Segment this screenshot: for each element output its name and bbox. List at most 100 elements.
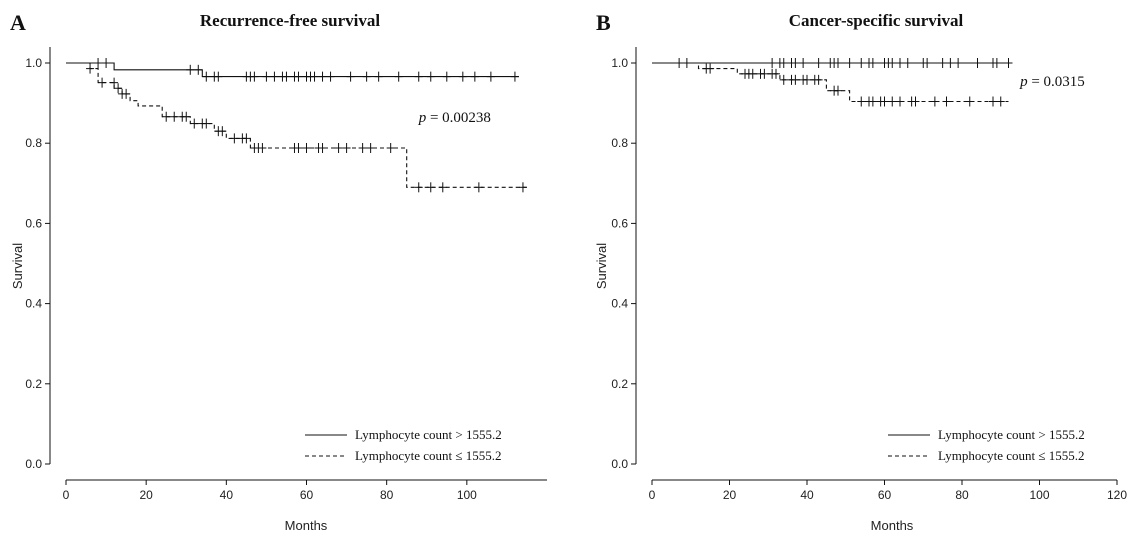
censor-mark-high-a — [318, 71, 327, 82]
censor-mark-low-a — [474, 182, 483, 193]
p-value-symbol-a: p — [418, 110, 427, 126]
censor-mark-low-b — [888, 96, 897, 107]
censor-mark-low-b — [996, 96, 1005, 107]
censor-mark-high-a — [362, 71, 371, 82]
censor-mark-low-a — [202, 118, 211, 129]
censor-mark-low-b — [834, 85, 842, 96]
censor-mark-high-a — [186, 64, 195, 75]
censor-mark-low-b — [779, 74, 788, 85]
censor-mark-high-a — [282, 71, 291, 82]
legend-label-low-b: Lymphocyte count ≤ 1555.2 — [938, 448, 1085, 463]
series-high-a — [66, 58, 519, 82]
censor-mark-high-b — [896, 58, 904, 68]
censor-mark-low-a — [438, 182, 447, 193]
y-tick-label-a: 1.0 — [25, 56, 42, 70]
censor-mark-high-b — [834, 58, 842, 68]
censor-mark-high-b — [973, 58, 982, 68]
censor-mark-high-a — [310, 71, 319, 82]
y-tick-label-b: 1.0 — [611, 56, 628, 70]
legend-a: Lymphocyte count > 1555.2 Lymphocyte cou… — [305, 427, 502, 463]
censor-mark-low-a — [426, 182, 435, 193]
censor-mark-high-b — [791, 58, 800, 68]
censor-mark-high-a — [374, 71, 383, 82]
censor-mark-high-a — [510, 71, 519, 82]
censor-mark-low-a — [414, 182, 423, 193]
censor-mark-low-a — [342, 143, 351, 154]
axes-b: 0.0 0.2 0.4 0.6 0.8 1.0 0 20 40 60 80 100 120 — [611, 47, 1127, 502]
censor-mark-high-a — [294, 71, 303, 82]
censor-mark-low-b — [911, 96, 920, 107]
censor-mark-high-a — [270, 71, 279, 82]
censor-mark-low-b — [880, 96, 889, 107]
survival-curve-high-a — [66, 62, 519, 78]
censor-mark-low-a — [162, 111, 171, 122]
x-tick-label-b: 120 — [1107, 488, 1127, 502]
chart-title-a: Recurrence-free survival — [200, 11, 380, 30]
censor-mark-low-b — [989, 96, 997, 107]
censor-mark-low-a — [110, 77, 119, 88]
censor-mark-high-b — [799, 58, 808, 68]
legend-label-high-b: Lymphocyte count > 1555.2 — [938, 427, 1085, 442]
censor-mark-low-a — [334, 143, 343, 154]
censor-mark-high-a — [458, 71, 467, 82]
x-axis-label-a: Months — [285, 518, 328, 533]
censor-mark-high-a — [194, 64, 203, 75]
y-tick-label-a: 0.2 — [25, 377, 42, 391]
y-tick-label-b: 0.2 — [611, 377, 628, 391]
p-value-annotation-a: p = 0.00238 — [418, 110, 491, 126]
censor-mark-high-a — [426, 71, 435, 82]
censor-mark-low-b — [857, 96, 866, 107]
series-low-a — [66, 62, 527, 193]
p-value-symbol-b: p — [1019, 74, 1028, 90]
censor-mark-high-b — [923, 58, 932, 68]
series-high-b — [652, 58, 1013, 68]
censor-mark-high-b — [1004, 58, 1013, 68]
censor-mark-high-a — [94, 58, 103, 68]
censor-mark-low-a — [86, 63, 95, 74]
censor-mark-low-a — [318, 143, 327, 154]
chart-title-b: Cancer-specific survival — [789, 11, 964, 30]
x-tick-label-b: 100 — [1029, 488, 1049, 502]
censor-mark-high-b — [954, 58, 963, 68]
censor-mark-high-a — [102, 58, 111, 68]
x-tick-label-b: 60 — [878, 488, 892, 502]
censor-mark-high-b — [857, 58, 866, 68]
censor-mark-low-b — [706, 63, 715, 74]
censor-mark-high-b — [845, 58, 854, 68]
censor-mark-high-a — [202, 71, 211, 82]
x-tick-label-b: 20 — [723, 488, 737, 502]
censor-mark-high-b — [768, 58, 777, 68]
censor-mark-high-b — [888, 58, 897, 68]
y-tick-label-b: 0.6 — [611, 216, 628, 230]
censor-mark-high-a — [214, 71, 223, 82]
censor-mark-low-a — [294, 143, 303, 154]
censor-mark-low-a — [114, 83, 123, 94]
censor-mark-low-a — [358, 143, 367, 154]
censor-mark-high-a — [326, 71, 335, 82]
censor-mark-high-b — [903, 58, 912, 68]
legend-label-high-a: Lymphocyte count > 1555.2 — [355, 427, 502, 442]
series-low-b — [652, 62, 1009, 107]
y-axis-label-a: Survival — [10, 243, 25, 289]
panel-b-cancer-specific: B Cancer-specific survival Months Surviv… — [594, 10, 1127, 533]
censor-mark-low-a — [386, 143, 395, 154]
censor-mark-low-a — [122, 88, 131, 99]
x-tick-label-a: 20 — [139, 488, 153, 502]
censor-mark-high-a — [346, 71, 355, 82]
censor-mark-low-b — [930, 96, 939, 107]
x-tick-label-a: 40 — [220, 488, 234, 502]
censor-mark-low-b — [772, 68, 780, 79]
censor-mark-low-b — [803, 74, 811, 85]
censor-mark-low-a — [518, 182, 527, 193]
censor-mark-low-b — [814, 74, 823, 85]
x-tick-label-a: 60 — [300, 488, 314, 502]
censor-mark-high-a — [486, 71, 495, 82]
censor-mark-high-a — [442, 71, 451, 82]
panel-a-recurrence-free: A Recurrence-free survival Months Surviv… — [10, 10, 547, 533]
legend-label-low-a: Lymphocyte count ≤ 1555.2 — [355, 448, 502, 463]
censor-mark-low-a — [258, 143, 267, 154]
censor-mark-high-b — [868, 58, 877, 68]
censor-mark-low-a — [230, 133, 239, 144]
censor-mark-high-a — [262, 71, 271, 82]
